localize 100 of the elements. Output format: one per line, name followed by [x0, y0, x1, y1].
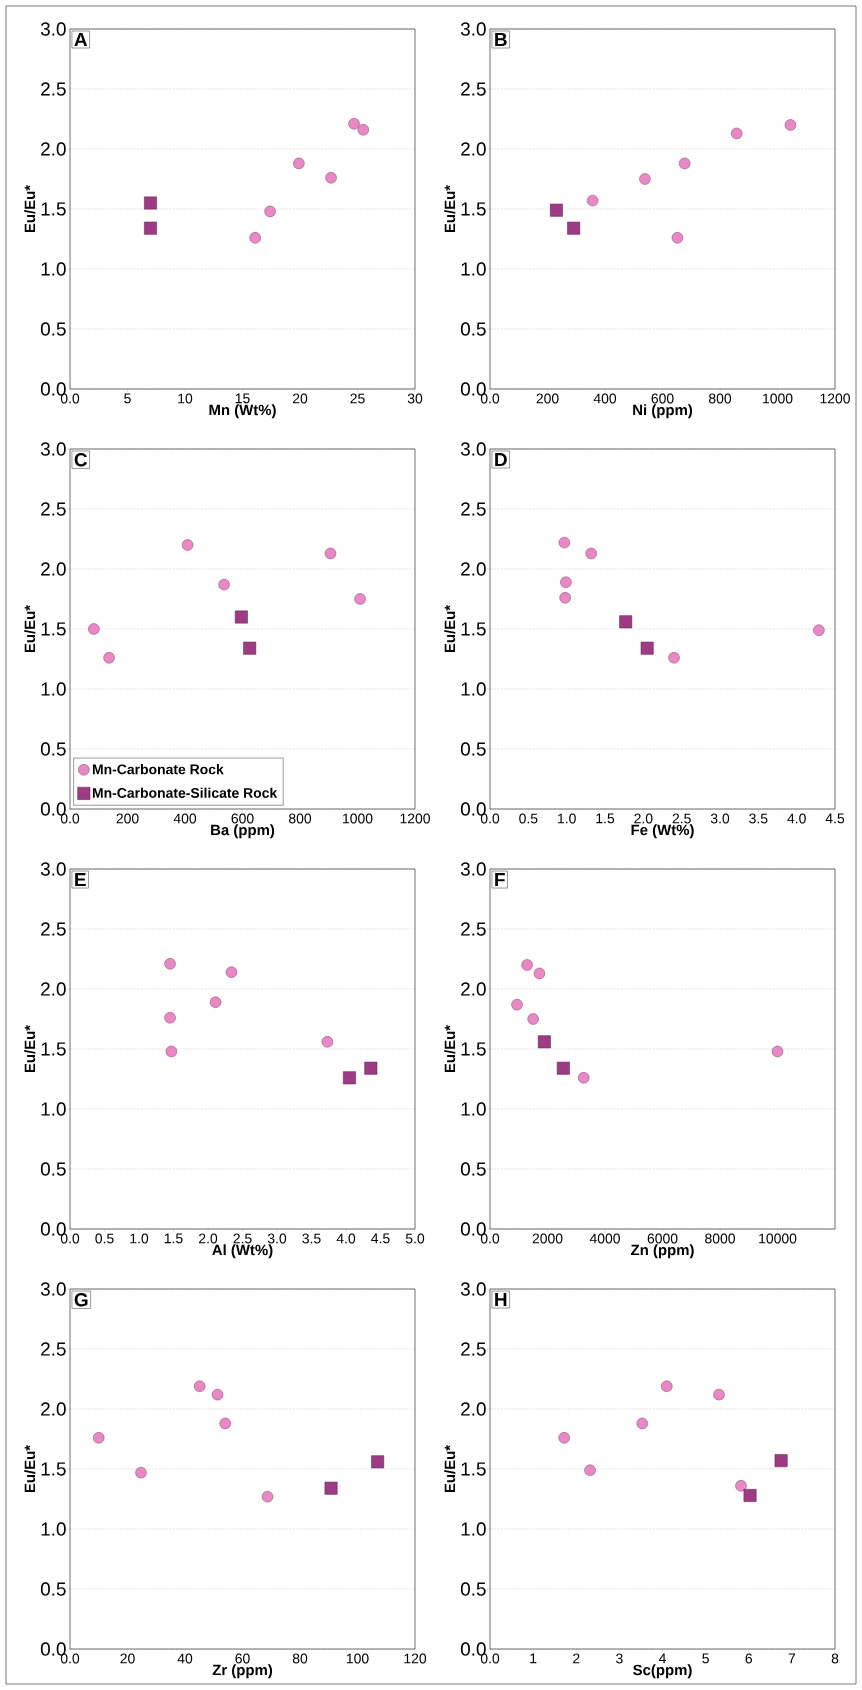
y-tick-label: 2.5 — [41, 82, 66, 96]
y-tick-label: 1.5 — [461, 1042, 486, 1056]
point — [164, 1012, 176, 1024]
point — [550, 203, 563, 217]
x-tick-label: 10000 — [759, 1233, 797, 1244]
x-tick-label: 1.0 — [130, 1233, 149, 1244]
point — [209, 996, 222, 1008]
point — [324, 547, 337, 560]
y-tick-label: 1.0 — [461, 262, 486, 276]
point — [165, 1045, 178, 1058]
point — [193, 1380, 206, 1392]
point — [264, 205, 276, 218]
x-tick-label: 3.0 — [267, 1233, 287, 1244]
x-tick-label: 0.5 — [519, 813, 538, 824]
y-tick-label: 1.0 — [41, 1522, 66, 1536]
x-tick-label: 200 — [116, 813, 139, 824]
x-tick-label: 2000 — [532, 1233, 563, 1244]
point — [218, 578, 230, 591]
y-axis-title: Eu/Eu* — [24, 1444, 36, 1493]
y-axis-title: Eu/Eu* — [444, 1444, 456, 1493]
chart-title: E — [75, 873, 86, 887]
y-tick-label: 2.0 — [41, 982, 66, 996]
chart-title: C — [74, 453, 88, 467]
y-tick-label: 1.0 — [461, 1102, 486, 1116]
point — [556, 1061, 570, 1075]
y-tick-label: 3.0 — [40, 442, 66, 456]
x-tick-label: 8000 — [705, 1233, 735, 1244]
x-tick-label: 1.5 — [164, 1233, 183, 1244]
point — [354, 593, 366, 605]
x-axis-title: Mn (Wt%) — [209, 404, 276, 419]
x-tick-label: 30 — [407, 393, 423, 404]
y-tick-label: 2.0 — [461, 142, 486, 156]
y-tick-label: 2.0 — [461, 1402, 486, 1416]
point — [93, 1432, 105, 1444]
legend-label: Mn-Carbonate Rock — [92, 764, 224, 775]
y-tick-label: 2.5 — [41, 1342, 66, 1356]
y-tick-label: 1.0 — [461, 1522, 486, 1536]
x-tick-label: 2.5 — [233, 1233, 252, 1244]
x-tick-label: 2.5 — [672, 813, 691, 824]
point — [364, 1061, 378, 1075]
chart-title: G — [74, 1293, 88, 1307]
point — [558, 536, 571, 549]
y-tick-label: 3.0 — [40, 862, 66, 876]
x-tick-label: 600 — [231, 813, 254, 824]
point — [324, 1481, 338, 1495]
point — [730, 127, 743, 140]
point — [321, 1036, 334, 1048]
point — [813, 624, 825, 636]
x-tick-label: 15 — [235, 393, 250, 404]
y-tick-label: 1.5 — [41, 202, 66, 216]
legend-label: Mn-Carbonate-Silicate Rock — [92, 787, 278, 798]
x-tick-label: 1000 — [763, 393, 793, 404]
x-axis-title: Fe (Wt%) — [631, 824, 694, 839]
x-tick-label: 400 — [173, 813, 197, 824]
y-tick-label: 3.0 — [460, 862, 486, 876]
y-tick-label: 0.5 — [460, 1582, 486, 1596]
point — [348, 118, 360, 130]
x-tick-label: 6000 — [647, 1233, 678, 1244]
x-tick-label: 40 — [177, 1653, 193, 1664]
x-tick-label: 1.5 — [596, 813, 615, 824]
y-axis-title: Eu/Eu* — [24, 604, 36, 653]
point — [661, 1380, 673, 1392]
x-tick-label: 20 — [120, 1653, 135, 1664]
x-tick-label: 4.5 — [825, 813, 845, 824]
x-tick-label: 25 — [350, 393, 365, 404]
y-tick-label: 0.5 — [460, 322, 486, 336]
x-tick-label: 6 — [745, 1653, 753, 1664]
x-axis-title: Ba (ppm) — [211, 824, 275, 839]
x-tick-label: 1200 — [820, 393, 850, 404]
point — [211, 1388, 224, 1401]
y-tick-label: 1.5 — [461, 1462, 486, 1476]
chart-title: A — [74, 33, 88, 47]
point — [567, 221, 581, 235]
point — [774, 1454, 788, 1468]
point — [584, 1464, 596, 1476]
x-tick-label: 60 — [235, 1653, 250, 1664]
point — [103, 652, 115, 664]
x-tick-label: 3 — [616, 1653, 623, 1664]
y-tick-label: 1.0 — [461, 682, 486, 696]
y-tick-label: 1.5 — [461, 622, 486, 636]
x-axis-title: Zr (ppm) — [212, 1664, 273, 1679]
x-tick-label: 3.0 — [710, 813, 730, 824]
y-tick-label: 0.5 — [40, 742, 66, 756]
point — [357, 124, 369, 136]
y-tick-label: 1.5 — [41, 1042, 66, 1056]
y-tick-label: 3.0 — [40, 1282, 66, 1296]
y-axis-title: Eu/Eu* — [444, 604, 456, 653]
x-tick-label: 4 — [658, 1653, 666, 1664]
y-axis-title: Eu/Eu* — [444, 1024, 456, 1073]
point — [636, 1417, 648, 1430]
point — [771, 1045, 784, 1058]
y-tick-label: 3.0 — [460, 1282, 486, 1296]
chart-title: B — [495, 33, 507, 47]
x-tick-label: 4.5 — [371, 1233, 390, 1244]
chart-title: H — [495, 1293, 507, 1307]
point — [560, 576, 572, 588]
point — [219, 1417, 231, 1430]
y-tick-label: 3.0 — [40, 22, 66, 36]
point — [533, 967, 546, 980]
y-tick-label: 3.0 — [460, 22, 486, 36]
